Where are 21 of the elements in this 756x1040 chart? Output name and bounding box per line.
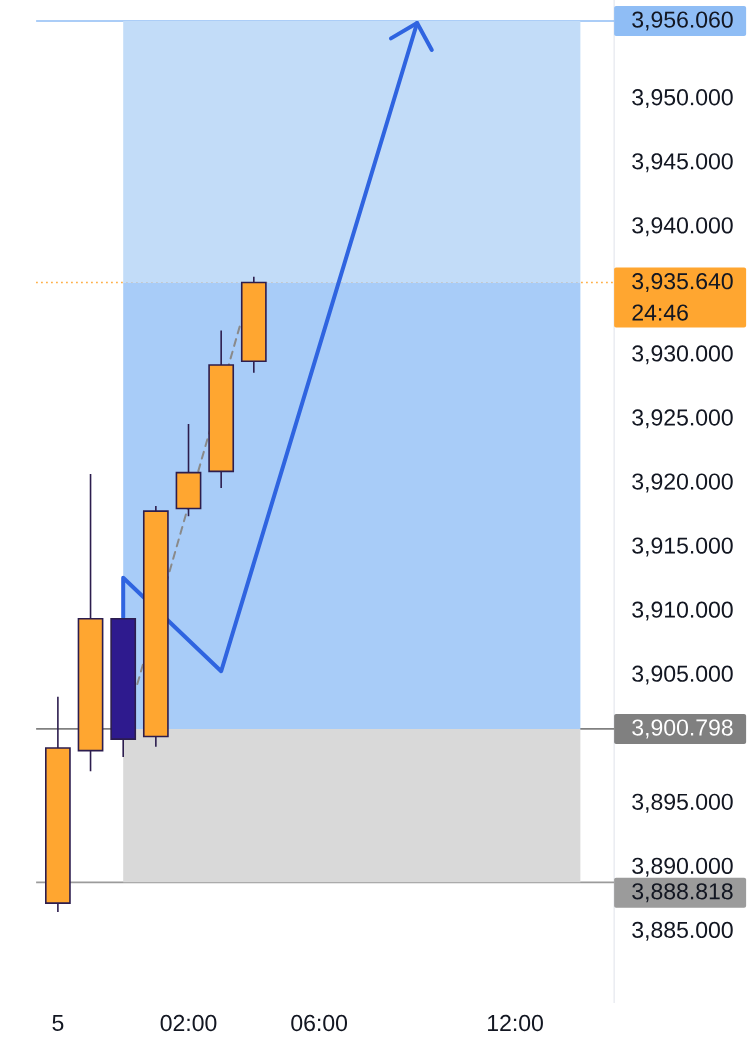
y-tick-label: 3,885.000	[632, 921, 733, 941]
y-tick-label: 3,910.000	[632, 601, 733, 621]
y-tick-label: 3,920.000	[632, 473, 733, 493]
y-tick-label: 3,925.000	[632, 409, 733, 429]
ref-line-label: 3,935.640	[632, 273, 733, 293]
y-tick-label: 3,890.000	[632, 857, 733, 877]
y-tick-label: 3,950.000	[632, 89, 733, 109]
y-tick-label: 3,940.000	[632, 217, 733, 237]
ref-line-label: 3,956.060	[632, 11, 733, 31]
text: 24:46	[632, 304, 688, 321]
y-tick-label: 3,930.000	[632, 345, 733, 365]
y-tick-label: 3,905.000	[632, 665, 733, 685]
x-tick-label: 02:00	[160, 1014, 217, 1032]
ref-line-label: 3,888.818	[632, 883, 733, 903]
y-tick-label: 3,945.000	[632, 153, 733, 173]
x-tick-label: 06:00	[291, 1014, 347, 1032]
x-tick-label: 12:00	[488, 1014, 543, 1032]
x-tick-label: 5	[52, 1014, 64, 1032]
ref-line-label: 3,900.798	[632, 719, 733, 739]
y-tick-label: 3,895.000	[632, 793, 733, 813]
y-tick-label: 3,915.000	[632, 537, 733, 557]
